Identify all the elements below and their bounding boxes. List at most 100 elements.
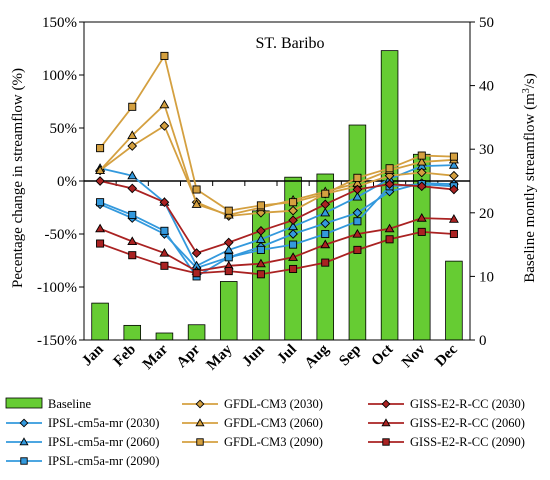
series-point xyxy=(449,229,458,239)
series-point xyxy=(159,121,170,131)
x-tick-label: May xyxy=(204,341,236,373)
baseline-bar xyxy=(187,324,206,341)
axes-layer xyxy=(83,21,471,341)
legend-entry: GFDL-CM3 (2090) xyxy=(182,435,323,449)
series-point xyxy=(449,184,459,195)
series-point xyxy=(128,102,137,111)
y-right-tick-label: 10 xyxy=(479,269,494,285)
baseline-bar xyxy=(316,173,335,341)
baseline-bar xyxy=(445,260,463,341)
series-point xyxy=(191,248,202,258)
series-point xyxy=(384,179,395,190)
legend-marker xyxy=(19,418,29,428)
legend-entry: GFDL-CM3 (2030) xyxy=(182,397,323,411)
series-point xyxy=(96,198,105,207)
y-right-tick-label: 30 xyxy=(479,142,494,158)
series-line xyxy=(99,164,454,268)
series-point xyxy=(288,252,299,261)
series-point xyxy=(160,51,169,60)
baseline-bar xyxy=(123,324,142,341)
series-point xyxy=(127,183,138,194)
series-point xyxy=(384,223,395,233)
series-line xyxy=(99,124,455,217)
series-point xyxy=(224,267,233,276)
series-point xyxy=(321,189,330,198)
series-point xyxy=(289,198,298,207)
series-point xyxy=(416,181,427,192)
series-line xyxy=(99,182,454,269)
series-point xyxy=(127,141,138,151)
y-axis-left-label: Pecentage change in streamflow (%) xyxy=(10,68,26,288)
legend-entry: GISS-E2-R-CC (2030) xyxy=(368,397,525,411)
series-point xyxy=(353,245,362,254)
series-point xyxy=(321,229,330,239)
series-point xyxy=(128,251,137,260)
legend-marker xyxy=(19,437,29,446)
x-tick-label: Jul xyxy=(274,342,299,367)
series-point xyxy=(192,185,201,194)
series-point xyxy=(416,156,427,166)
x-tick-label: Oct xyxy=(369,342,397,370)
series-point xyxy=(385,164,394,173)
series-6 xyxy=(95,176,459,258)
legend-marker xyxy=(382,438,390,446)
x-tick-label: Mar xyxy=(140,341,172,373)
series-point xyxy=(320,207,331,217)
series-point xyxy=(416,212,427,222)
series-point xyxy=(256,245,265,254)
series-point xyxy=(160,226,169,235)
legend-entry-baseline: Baseline xyxy=(5,397,91,411)
legend-label: Baseline xyxy=(48,397,91,411)
series-point xyxy=(320,218,331,229)
legend-entry: GISS-E2-R-CC (2090) xyxy=(368,435,525,449)
x-tick-label: Nov xyxy=(399,341,429,371)
x-axis-ticks: Jan Feb Mar Apr May Jun Jul Aug Sep Oct Nov Dec xyxy=(79,341,461,373)
series-point xyxy=(352,228,363,238)
legend-entry: IPSL-cm5a-mr (2060) xyxy=(6,435,159,449)
series-point xyxy=(95,223,106,233)
series-point xyxy=(96,144,105,153)
legend-label: GISS-E2-R-CC (2060) xyxy=(410,416,525,430)
series-8 xyxy=(96,227,458,279)
series-4 xyxy=(95,99,459,219)
y-left-tick-label: -150% xyxy=(37,333,77,349)
series-point xyxy=(192,269,201,278)
series-point xyxy=(159,197,170,208)
legend-label: IPSL-cm5a-mr (2030) xyxy=(48,416,159,430)
series-point xyxy=(256,201,265,210)
series-line xyxy=(99,53,454,212)
x-tick-label: Feb xyxy=(111,342,139,370)
series-point xyxy=(288,205,298,216)
y-right-tick-label: 40 xyxy=(479,79,494,95)
legend-label: GFDL-CM3 (2030) xyxy=(224,397,323,411)
y-right-tick-label: 50 xyxy=(479,15,494,31)
series-point xyxy=(127,236,138,246)
legend-marker xyxy=(381,399,391,409)
series-point xyxy=(448,214,459,223)
series-point xyxy=(96,239,105,248)
series-point xyxy=(224,206,233,215)
series-point xyxy=(95,165,106,175)
series-point xyxy=(289,264,298,274)
legend-label: GISS-E2-R-CC (2030) xyxy=(410,397,525,411)
x-tick-label: Sep xyxy=(336,342,364,370)
series-point xyxy=(352,184,363,195)
chart-title: ST. Baribo xyxy=(255,35,324,52)
y-axis-left-ticks: 150% 100% 50% 0% -50% -100% -150% xyxy=(37,15,84,349)
legend-entry: IPSL-cm5a-mr (2030) xyxy=(6,416,159,430)
series-point xyxy=(255,234,266,243)
legend-marker xyxy=(20,457,28,465)
legend-marker xyxy=(195,399,205,409)
y-left-tick-label: 100% xyxy=(42,68,77,84)
baseline-bar xyxy=(155,332,174,341)
y-left-tick-label: -50% xyxy=(45,227,78,243)
y-axis-right-label-end: /s) xyxy=(522,73,538,88)
series-point xyxy=(127,130,138,140)
series-point xyxy=(160,261,169,270)
series-point xyxy=(288,221,299,231)
series-point xyxy=(320,239,331,249)
baseline-bar xyxy=(91,302,109,341)
series-line xyxy=(99,230,454,276)
series-point xyxy=(320,199,331,210)
series-point xyxy=(352,207,363,218)
